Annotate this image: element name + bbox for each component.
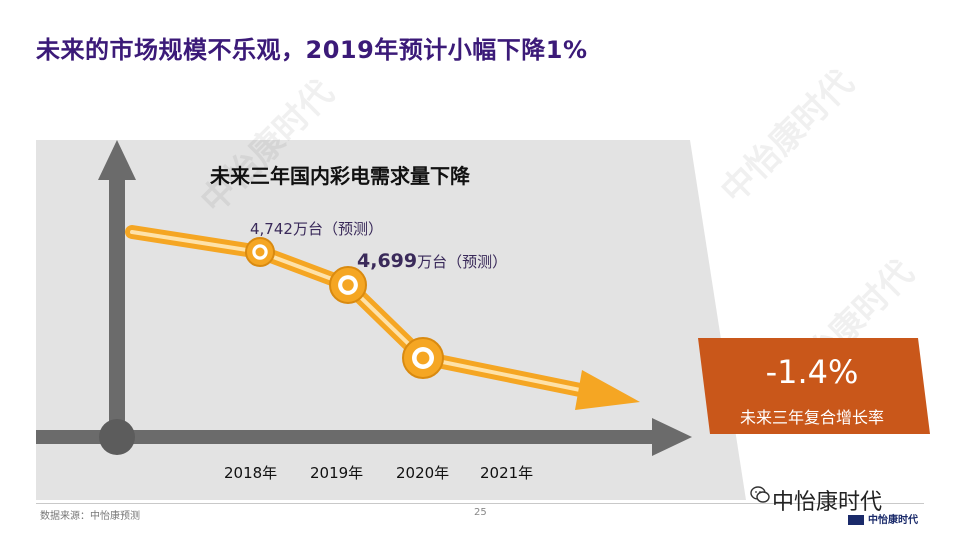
axis-origin <box>99 419 135 455</box>
growth-value: -1.4% <box>765 353 859 391</box>
x-tick-label: 2019年 <box>310 464 364 482</box>
x-tick-label: 2021年 <box>480 464 534 482</box>
y-axis-arrow <box>98 140 136 180</box>
trend-line-group <box>125 225 640 410</box>
source-note: 数据来源：中怡康预测 <box>40 511 140 522</box>
data-label-value: 4,699 <box>357 250 418 272</box>
data-point-2020-core <box>342 279 354 291</box>
trend-arrowhead <box>575 370 640 410</box>
data-point-2019-core <box>255 247 265 257</box>
x-tick-label: 2020年 <box>396 464 450 482</box>
data-label-value: 4,742 <box>250 220 293 238</box>
growth-badge <box>698 338 930 434</box>
page-number: 25 <box>474 507 487 518</box>
growth-label: 未来三年复合增长率 <box>739 408 884 427</box>
chart-title: 未来三年国内彩电需求量下降 <box>210 164 470 188</box>
wechat-icon <box>750 486 770 503</box>
data-point-2021-core <box>416 351 430 365</box>
data-label-unit: 万台（预测） <box>292 220 383 238</box>
data-label-2020: 4,699万台（预测） <box>357 250 507 272</box>
page-title: 未来的市场规模不乐观，2019年预计小幅下降1% <box>36 36 588 64</box>
brand-logo: 中怡康时代 <box>848 511 918 526</box>
brand-name: 中怡康时代 <box>772 490 883 515</box>
data-label-2019: 4,742万台（预测） <box>250 218 383 239</box>
x-tick-label: 2018年 <box>224 464 278 482</box>
x-axis-arrow <box>652 418 692 456</box>
data-label-unit: 万台（预测） <box>417 253 508 271</box>
logo-icon <box>848 515 864 525</box>
logo-text: 中怡康时代 <box>868 515 918 526</box>
footer-divider <box>36 503 924 504</box>
